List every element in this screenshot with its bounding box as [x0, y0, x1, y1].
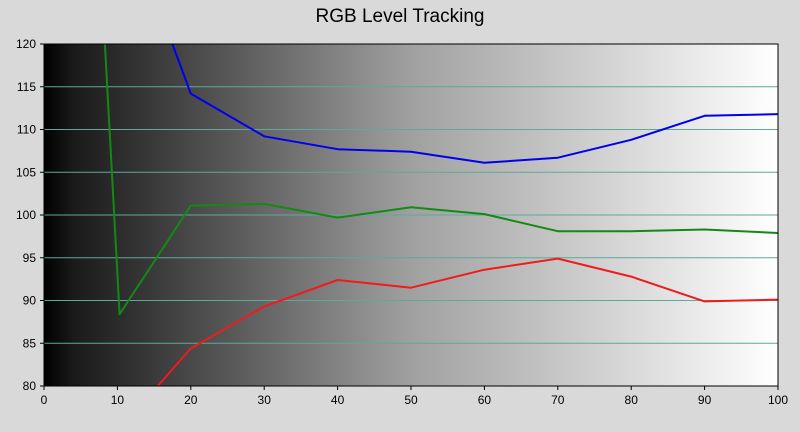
x-tick-label: 30 — [258, 393, 272, 407]
x-tick-label: 20 — [184, 393, 198, 407]
y-tick-label: 100 — [16, 208, 36, 222]
series-line-0 — [171, 43, 779, 164]
y-tick-label: 110 — [17, 123, 36, 137]
grid-lines — [44, 86, 778, 344]
x-tick-label: 50 — [404, 393, 418, 407]
x-tick-label: 40 — [331, 393, 345, 407]
y-tick-label: 120 — [16, 37, 36, 51]
x-tick-label: 0 — [41, 393, 48, 407]
y-tick-label: 115 — [17, 80, 36, 94]
series-line-1 — [103, 43, 779, 316]
y-tick-label: 105 — [16, 165, 36, 179]
chart-title: RGB Level Tracking — [316, 6, 485, 27]
series-line-2 — [157, 257, 779, 387]
x-tick-label: 70 — [551, 393, 565, 407]
y-tick-label: 85 — [23, 336, 37, 350]
x-tick-label: 80 — [625, 393, 639, 407]
data-series — [103, 43, 779, 387]
y-tick-label: 95 — [23, 251, 37, 265]
y-tick-label: 90 — [23, 294, 37, 308]
x-tick-label: 60 — [478, 393, 492, 407]
x-tick-label: 10 — [111, 393, 125, 407]
x-tick-label: 90 — [698, 393, 712, 407]
x-tick-label: 100 — [768, 393, 788, 407]
axis-ticks: 80 85 90 95 100 105 110 115 120 0 10 20 30 40 50 60 70 80… — [16, 37, 788, 407]
y-tick-label: 80 — [23, 379, 37, 393]
